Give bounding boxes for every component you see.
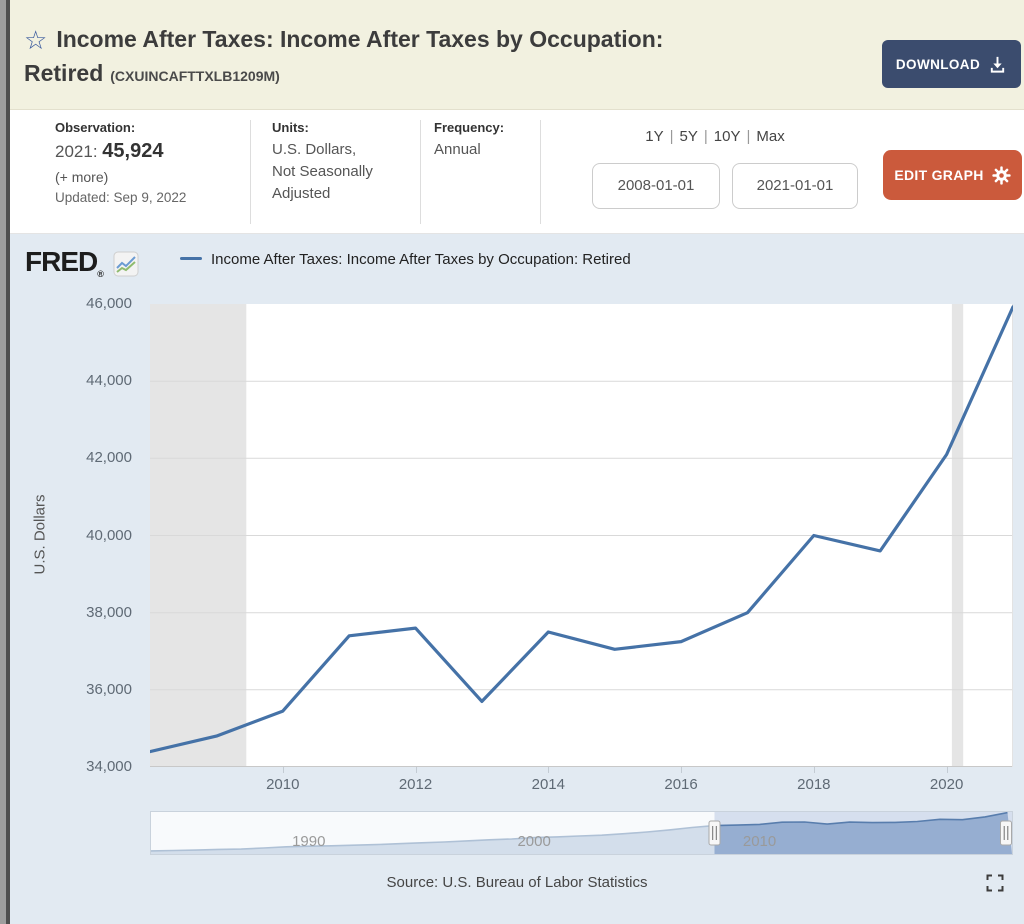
y-tick-label: 38,000 [86,603,132,621]
edit-graph-label: EDIT GRAPH [894,167,984,183]
preset-separator: | [703,128,708,145]
units-block: Units: U.S. Dollars, Not Seasonally Adju… [272,120,373,205]
navigator-decade-label: 1990 [292,833,326,850]
divider [250,120,251,224]
preset-separator: | [669,128,674,145]
preset-1y[interactable]: 1Y [645,128,664,145]
navigator-selection [714,812,1012,854]
divider [420,120,421,224]
download-button[interactable]: DOWNLOAD [882,40,1021,88]
fred-logo[interactable]: FRED® [25,246,104,279]
x-tick-label: 2012 [398,776,433,793]
x-tick-mark [282,767,284,773]
preset-separator: | [746,128,751,145]
x-tick-mark [681,767,683,773]
frequency-value: Annual [434,141,481,158]
navigator-decade-label: 2000 [517,833,551,850]
preset-10y[interactable]: 10Y [713,128,741,145]
series-legend: Income After Taxes: Income After Taxes b… [180,251,631,269]
frequency-label: Frequency: [434,120,505,135]
download-button-label: DOWNLOAD [895,56,981,72]
observation-value: 2021: 45,924 [55,140,186,163]
x-tick-mark [548,767,550,773]
download-icon [990,56,1005,73]
page-title: ☆ Income After Taxes: Income After Taxes … [24,24,663,56]
navigator-handle [708,820,721,846]
start-date-input[interactable]: 2008-01-01 [592,163,720,209]
y-tick-label: 40,000 [86,526,132,544]
navigator-decade-label: 2010 [742,833,777,850]
end-date-input[interactable]: 2021-01-01 [732,163,858,209]
navigator-area [151,812,1012,854]
units-label: Units: [272,120,309,135]
x-tick-mark [415,767,417,773]
graph-panel: FRED® Income After Taxes: Income After T… [10,234,1024,924]
x-tick-mark [813,767,815,773]
navigator-handle [1000,820,1012,846]
window-edge [0,0,10,924]
range-navigator[interactable]: 1990 2000 2010 [150,811,1013,855]
favorite-star-icon[interactable]: ☆ [24,26,48,56]
fullscreen-icon [986,874,1004,892]
series-header: ☆ Income After Taxes: Income After Taxes … [10,0,1024,110]
page-title-occupation: Retired [24,60,104,86]
series-line [150,305,1013,754]
y-tick-label: 42,000 [86,449,132,467]
preset-5y[interactable]: 5Y [679,128,698,145]
fullscreen-button[interactable] [985,874,1005,894]
updated-date: Updated: Sep 9, 2022 [55,190,187,205]
fred-logo-sparkline-icon [113,251,139,277]
meta-bar: Observation: 2021: 45,924 (+ more) Updat… [10,110,1024,234]
frequency-block: Frequency: Annual [434,120,504,158]
source-attribution: Source: U.S. Bureau of Labor Statistics [386,874,648,891]
y-tick-label: 46,000 [86,295,132,312]
plot-area[interactable] [150,304,1013,767]
x-tick-label: 2010 [266,776,300,793]
x-tick-label: 2014 [531,776,565,793]
legend-label: Income After Taxes: Income After Taxes b… [211,251,631,268]
observation-number: 45,924 [102,140,164,162]
y-tick-label: 34,000 [86,758,132,775]
series-id: (CXUINCAFTTXLB1209M) [110,68,280,84]
x-tick-label: 2020 [929,776,964,793]
gear-icon [992,165,1011,185]
divider [540,120,541,224]
x-tick-label: 2016 [664,776,698,793]
range-presets: 1Y | 5Y | 10Y | Max [550,128,880,145]
legend-line-swatch [180,257,202,260]
preset-max[interactable]: Max [756,128,785,145]
observation-label: Observation: [55,120,136,135]
page-title-text: Income After Taxes: Income After Taxes b… [56,26,664,52]
navigator-unselected-mask [151,812,715,854]
observation-date: 2021: [55,142,98,161]
x-tick-mark [946,767,948,773]
y-tick-label: 36,000 [86,680,132,698]
edit-graph-button[interactable]: EDIT GRAPH [883,150,1022,200]
units-value: U.S. Dollars, Not Seasonally Adjusted [272,141,373,202]
observation-block: Observation: 2021: 45,924 (+ more) Updat… [55,120,186,205]
more-observations-link[interactable]: (+ more) [55,169,109,185]
x-tick-label: 2018 [797,776,831,793]
y-tick-label: 44,000 [86,372,132,390]
